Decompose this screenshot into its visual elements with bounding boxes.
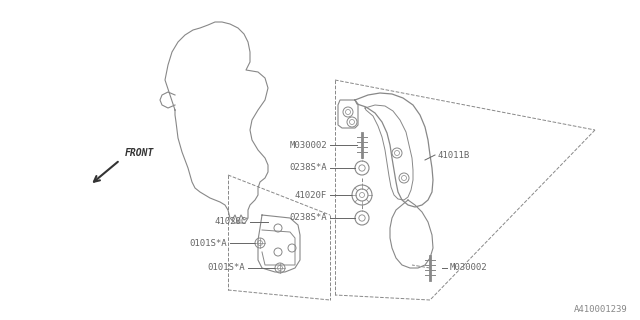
Text: 0238S*A: 0238S*A	[289, 164, 327, 172]
Text: M030002: M030002	[450, 263, 488, 273]
Text: FRONT: FRONT	[125, 148, 154, 158]
Text: 0101S*A: 0101S*A	[207, 263, 245, 273]
Text: A410001239: A410001239	[574, 305, 628, 314]
Text: 0101S*A: 0101S*A	[189, 238, 227, 247]
Text: 41020F: 41020F	[295, 190, 327, 199]
Text: 41011B: 41011B	[438, 150, 470, 159]
Text: 0238S*A: 0238S*A	[289, 213, 327, 222]
Text: M030002: M030002	[289, 140, 327, 149]
Text: 41020C: 41020C	[215, 218, 247, 227]
